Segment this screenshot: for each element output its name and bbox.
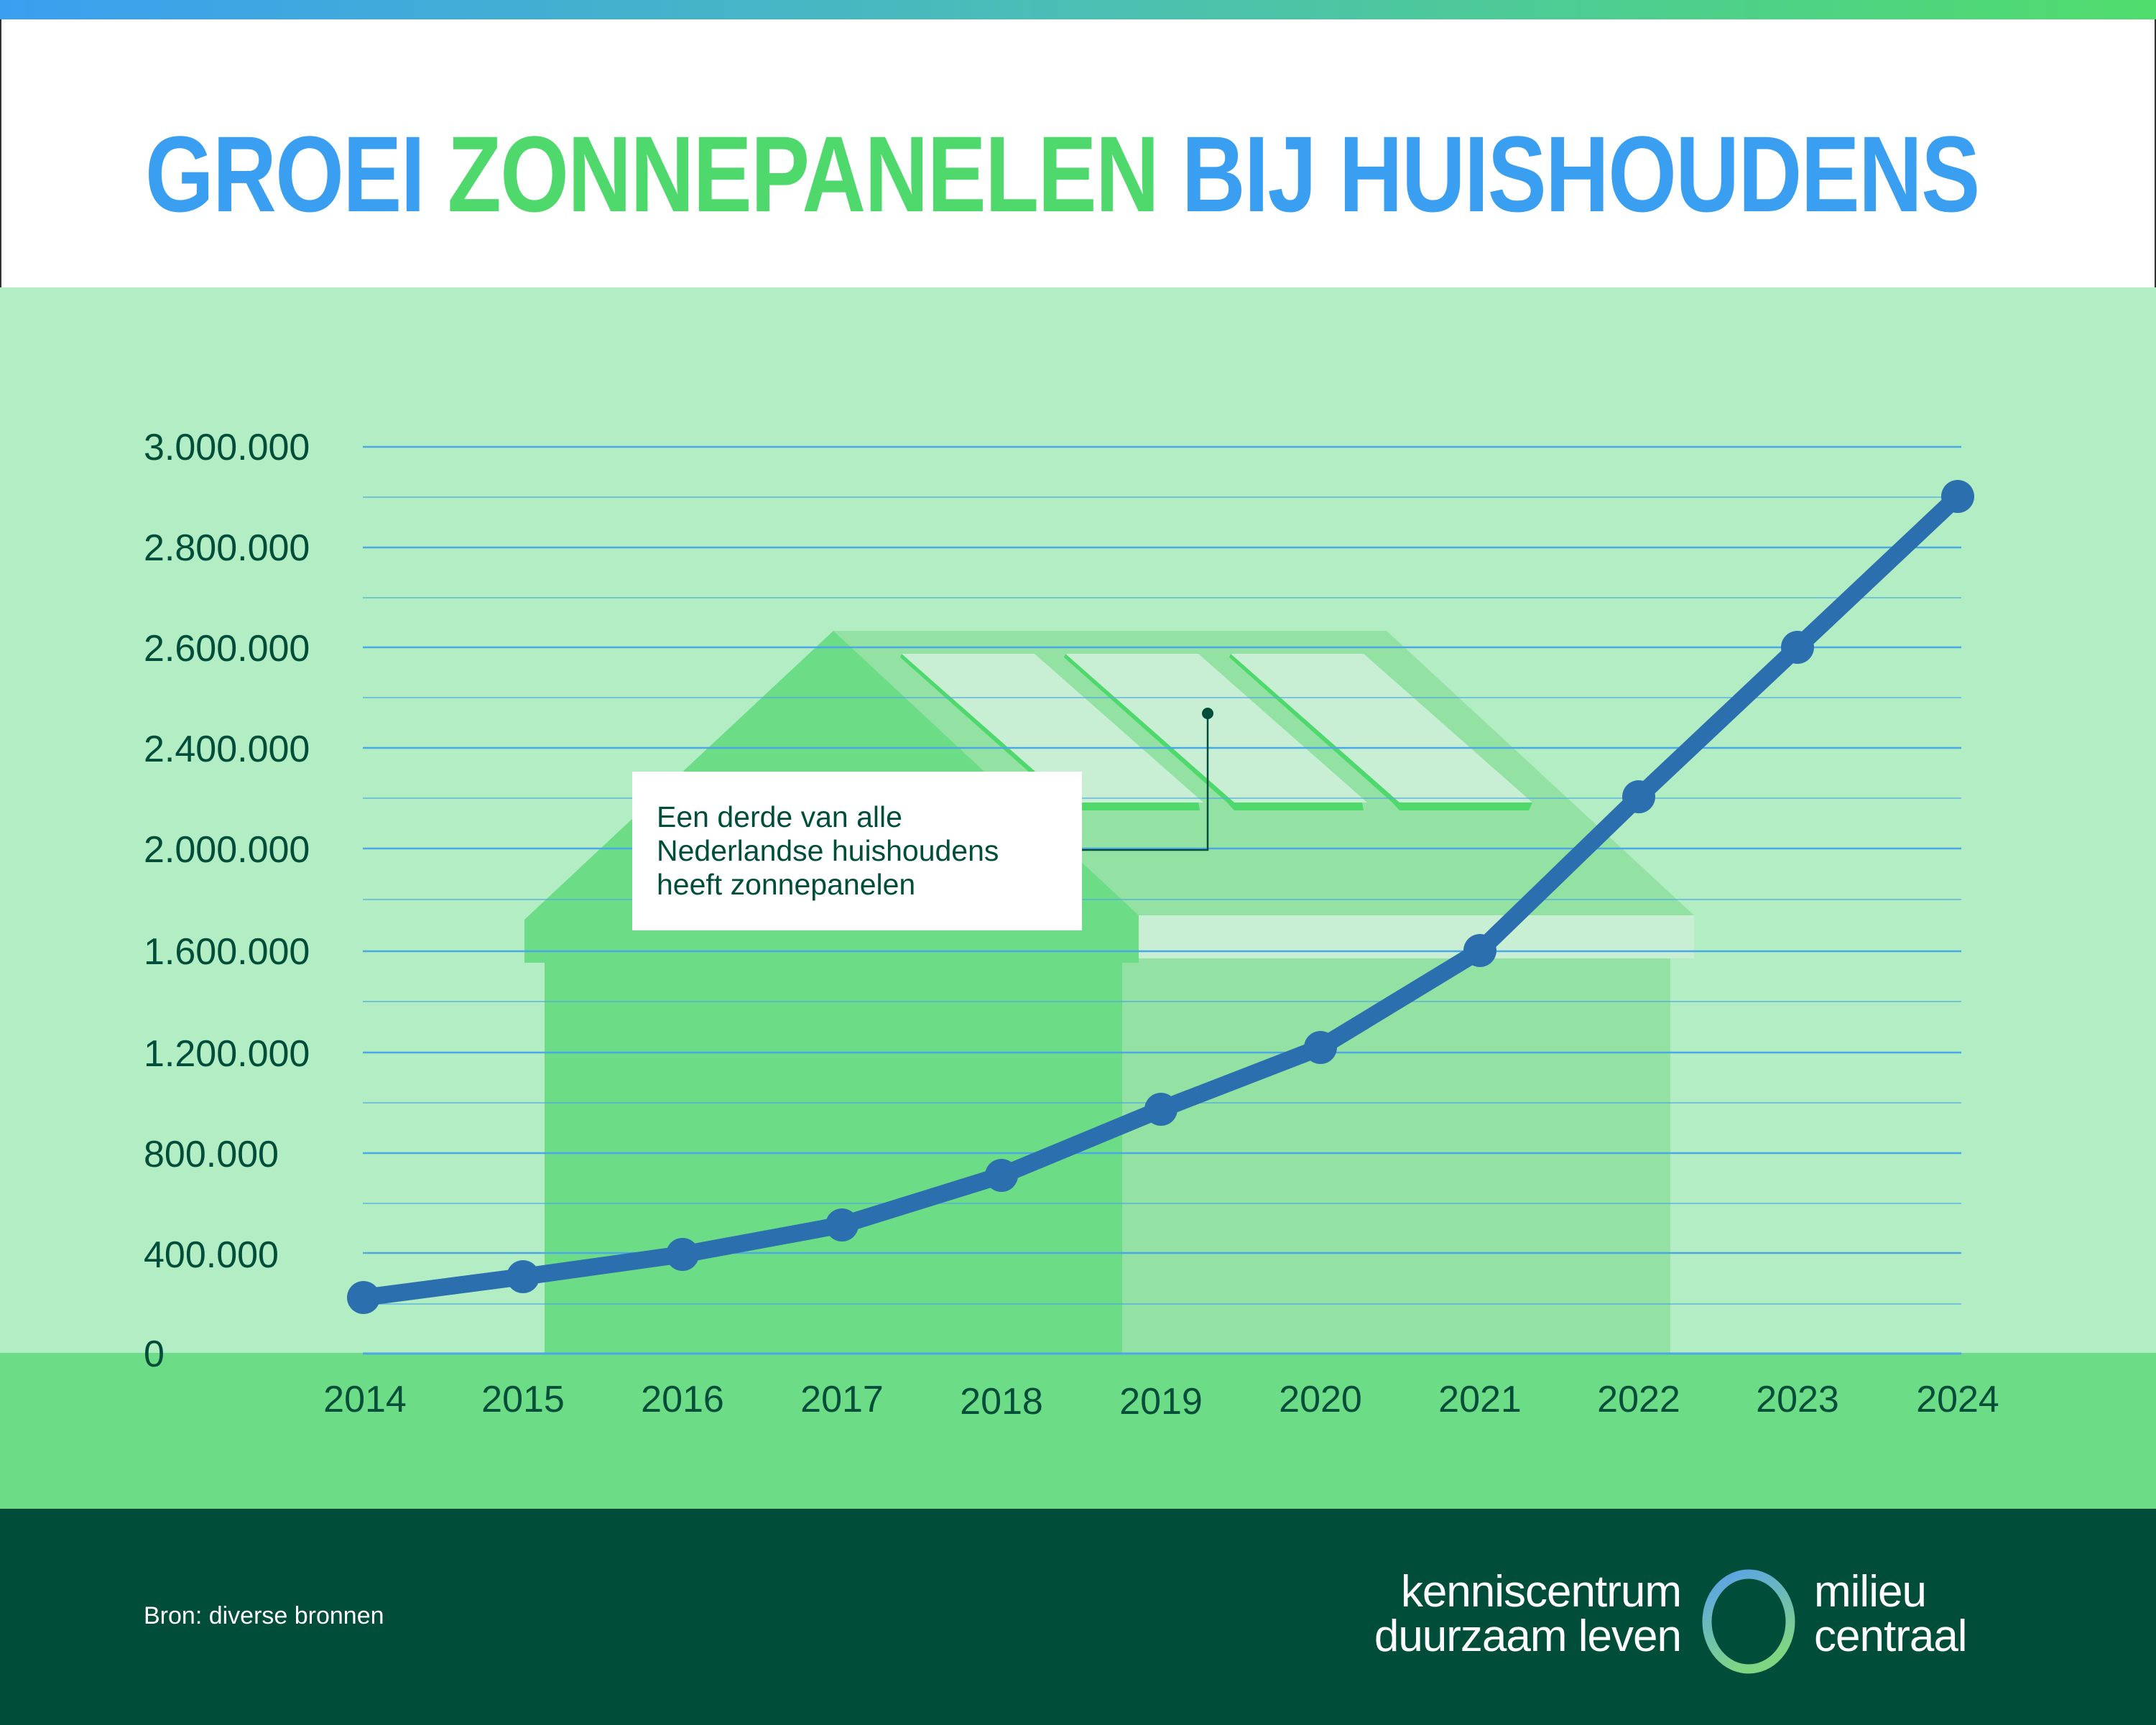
- logo-kenniscentrum: kenniscentrum duurzaam leven: [1336, 1567, 1682, 1661]
- data-point-2014[interactable]: [347, 1281, 380, 1314]
- page-title: GROEI ZONNEPANELEN BIJ HUISHOUDENS: [145, 120, 1980, 228]
- x-tick-label: 2023: [1756, 1379, 1839, 1420]
- x-tick-label: 2018: [960, 1381, 1043, 1423]
- callout-line: Nederlandse huishoudens: [657, 834, 999, 867]
- data-point-2022[interactable]: [1622, 780, 1655, 813]
- milieu-centraal-ring-icon: [1702, 1569, 1795, 1674]
- title-part-groei: GROEI: [145, 114, 425, 234]
- x-tick-label: 2017: [800, 1379, 884, 1420]
- logo-text-line: milieu: [1814, 1567, 1927, 1617]
- x-tick-label: 2024: [1916, 1379, 1999, 1420]
- data-point-2016[interactable]: [666, 1238, 699, 1271]
- x-tick-label: 2016: [641, 1379, 724, 1420]
- data-point-2020[interactable]: [1304, 1031, 1337, 1064]
- callout-line: Een derde van alle: [657, 800, 902, 833]
- y-tick-label: 800.000: [144, 1134, 279, 1175]
- data-point-2024[interactable]: [1941, 480, 1974, 513]
- y-tick-label: 2.800.000: [144, 527, 310, 569]
- title-part-huishoudens: BIJ HUISHOUDENS: [1181, 114, 1981, 234]
- data-point-2018[interactable]: [985, 1159, 1018, 1192]
- title-part-zonnepanelen: ZONNEPANELEN: [447, 114, 1160, 234]
- y-tick-label: 2.400.000: [144, 729, 310, 770]
- callout-line: heeft zonnepanelen: [657, 868, 916, 901]
- x-axis-band: [0, 1353, 2156, 1511]
- y-tick-label: 2.600.000: [144, 628, 310, 670]
- y-tick-label: 0: [144, 1333, 165, 1375]
- annotation-callout: Een derde van alle Nederlandse huishoude…: [632, 772, 1082, 930]
- y-tick-label: 3.000.000: [144, 427, 310, 468]
- x-tick-label: 2019: [1119, 1381, 1203, 1423]
- x-tick-label: 2020: [1279, 1379, 1362, 1420]
- data-point-2019[interactable]: [1144, 1093, 1178, 1126]
- source-note: Bron: diverse bronnen: [144, 1602, 384, 1629]
- y-tick-label: 400.000: [144, 1234, 279, 1276]
- gridlines: [363, 445, 1961, 1305]
- data-point-2023[interactable]: [1781, 631, 1814, 664]
- logo-text-line: kenniscentrum: [1400, 1567, 1682, 1617]
- x-tick-label: 2022: [1597, 1379, 1680, 1420]
- data-point-2021[interactable]: [1463, 934, 1496, 967]
- data-points: [347, 480, 1974, 1314]
- logo-milieu-centraal: milieu centraal: [1814, 1567, 1968, 1661]
- data-series-line: [347, 480, 1974, 1314]
- callout-leader: [1078, 708, 1213, 851]
- header: GROEI ZONNEPANELEN BIJ HUISHOUDENS: [0, 19, 2156, 287]
- top-gradient-bar: [0, 0, 2156, 19]
- y-axis-labels: 3.000.000 2.800.000 2.600.000 2.400.000 …: [144, 427, 310, 1375]
- x-axis-labels: 2014 2015 2016 2017 2018 2019 2020 2021 …: [323, 1379, 1999, 1423]
- data-point-2017[interactable]: [825, 1208, 859, 1241]
- y-tick-label: 2.000.000: [144, 829, 310, 871]
- x-tick-label: 2021: [1438, 1379, 1522, 1420]
- x-tick-label: 2014: [323, 1379, 407, 1420]
- logo-text-line: centraal: [1814, 1611, 1968, 1661]
- solar-panels-icon: [900, 654, 1532, 810]
- data-point-2015[interactable]: [506, 1260, 540, 1293]
- footer: [0, 1509, 2156, 1725]
- logo-text-line: duurzaam leven: [1374, 1611, 1682, 1661]
- x-tick-label: 2015: [481, 1379, 565, 1420]
- y-tick-label: 1.600.000: [144, 931, 310, 973]
- y-tick-label: 1.200.000: [144, 1033, 310, 1075]
